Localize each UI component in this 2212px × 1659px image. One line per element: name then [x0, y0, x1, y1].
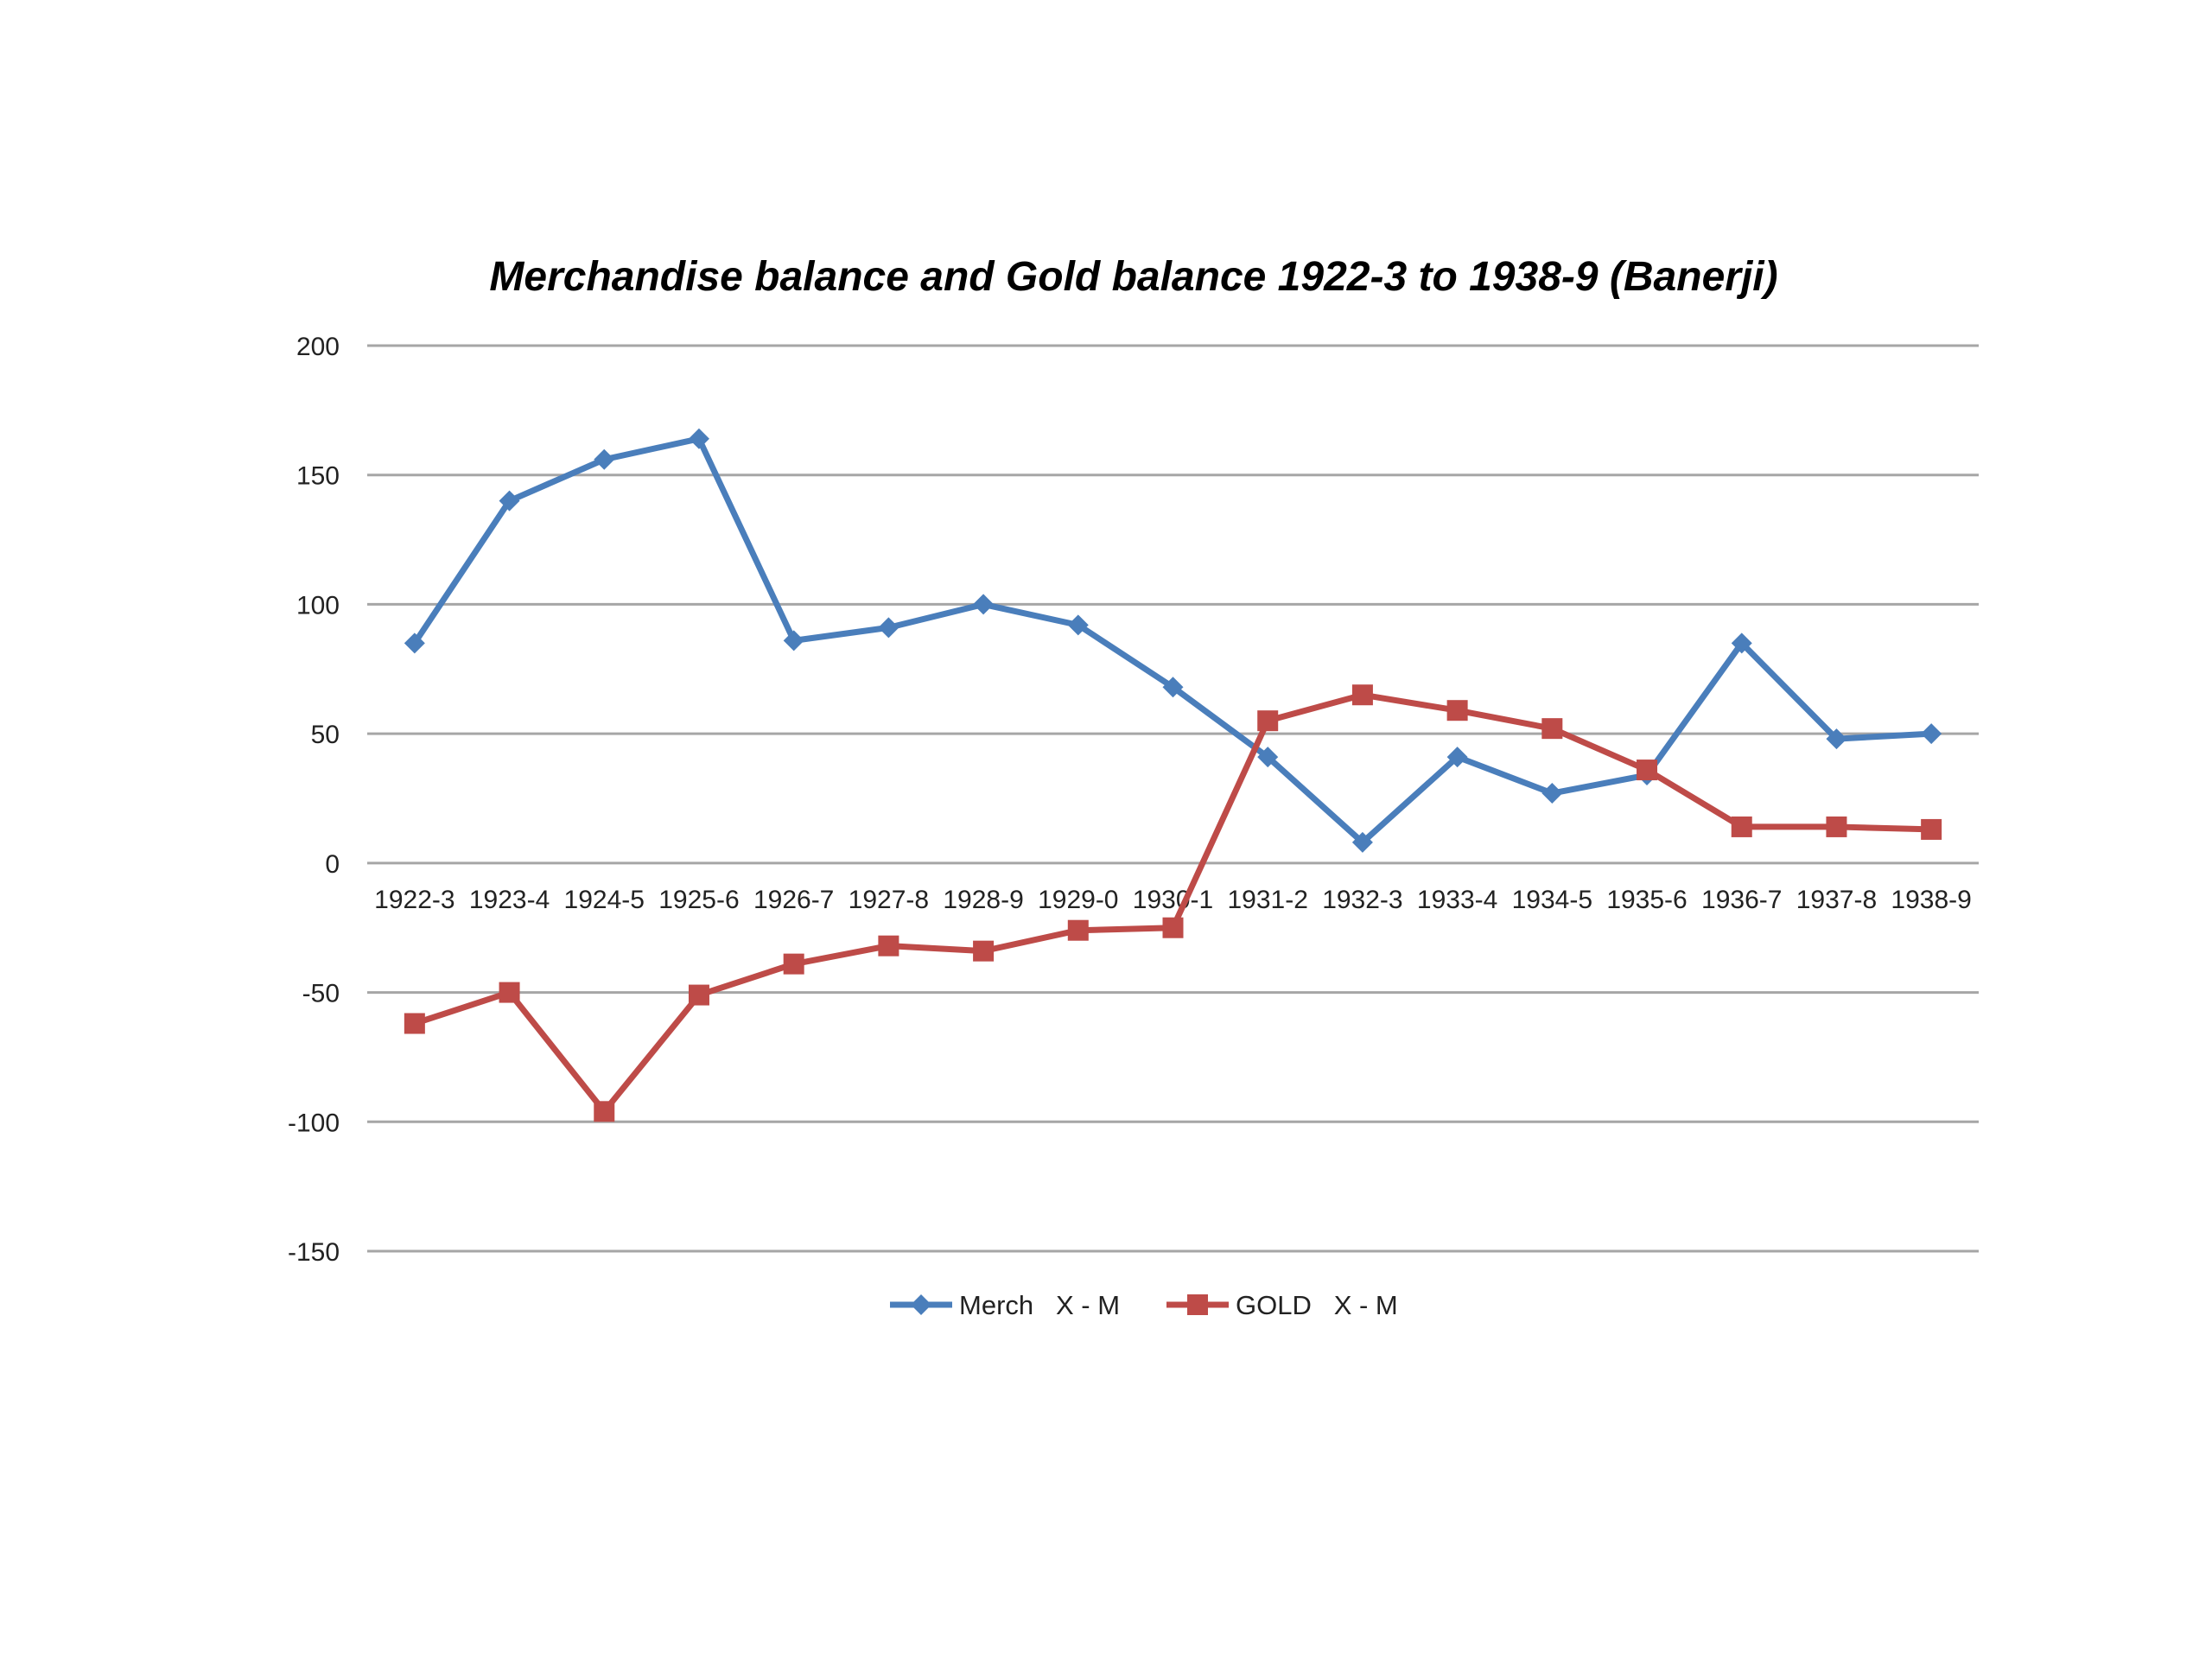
- y-tick-label: -100: [288, 1109, 340, 1137]
- x-tick-label: 1929-0: [1038, 886, 1118, 914]
- x-tick-label: 1936-7: [1701, 886, 1782, 914]
- data-point-diamond: [1162, 677, 1184, 698]
- data-point-square: [499, 982, 520, 1003]
- data-point-square: [594, 1101, 615, 1122]
- legend-item: GOLD X - M: [1166, 1290, 1398, 1320]
- data-point-square: [1637, 760, 1658, 781]
- x-tick-label: 1927-8: [849, 886, 929, 914]
- data-point-square: [783, 953, 804, 975]
- data-point-square: [688, 984, 709, 1006]
- gridlines: [367, 344, 1979, 1253]
- x-tick-label: 1925-6: [658, 886, 739, 914]
- legend: Merch X - M GOLD X - M: [890, 1290, 1398, 1320]
- y-tick-label: 150: [296, 462, 340, 491]
- x-tick-label: 1922-3: [374, 886, 454, 914]
- x-tick-label: 1934-5: [1512, 886, 1592, 914]
- data-point-square: [1446, 700, 1468, 721]
- data-point-square: [1351, 684, 1373, 706]
- x-tick-label: 1931-2: [1227, 886, 1307, 914]
- data-point-diamond: [1067, 614, 1089, 636]
- data-point-diamond: [1731, 632, 1752, 654]
- x-tick-label: 1933-4: [1417, 886, 1497, 914]
- x-tick-label: 1938-9: [1891, 886, 1971, 914]
- x-tick-label: 1928-9: [943, 886, 1023, 914]
- y-tick-label: 100: [296, 591, 340, 620]
- x-tick-label: 1930-1: [1133, 886, 1213, 914]
- data-point-square: [1067, 919, 1089, 941]
- series-gold: [404, 684, 1942, 1122]
- legend-marker-square: [1187, 1294, 1208, 1315]
- x-tick-label: 1932-3: [1322, 886, 1402, 914]
- data-point-diamond: [878, 617, 899, 639]
- series-group: [404, 428, 1942, 1122]
- y-axis-tick-labels: 200 150 100 50 0 -50 -100 -150: [288, 333, 340, 1267]
- legend-marker-diamond: [911, 1294, 931, 1315]
- chart-title: Merchandise balance and Gold balance 192…: [489, 254, 1777, 300]
- data-point-diamond: [499, 490, 520, 512]
- data-point-diamond: [1541, 783, 1563, 804]
- data-point-diamond: [688, 428, 709, 449]
- data-point-square: [1162, 917, 1184, 938]
- data-point-diamond: [404, 632, 425, 654]
- data-point-square: [973, 940, 995, 962]
- data-point-diamond: [1826, 728, 1847, 750]
- x-axis-tick-labels: 1922-3 1923-4 1924-5 1925-6 1926-7 1927-8 1928…: [374, 886, 1972, 914]
- data-point-diamond: [594, 448, 615, 470]
- data-point-diamond: [1351, 831, 1373, 853]
- data-point-diamond: [1446, 747, 1468, 768]
- data-point-square: [1921, 818, 1942, 840]
- y-tick-label: -50: [302, 980, 340, 1008]
- legend-label: GOLD X - M: [1236, 1290, 1398, 1320]
- x-tick-label: 1937-8: [1796, 886, 1877, 914]
- data-point-square: [404, 1013, 425, 1034]
- x-tick-label: 1935-6: [1606, 886, 1687, 914]
- data-point-diamond: [973, 594, 995, 615]
- y-tick-label: 50: [311, 721, 340, 749]
- data-point-diamond: [1257, 747, 1279, 768]
- legend-label: Merch X - M: [959, 1290, 1120, 1320]
- y-tick-label: -150: [288, 1238, 340, 1267]
- y-tick-label: 200: [296, 333, 340, 361]
- y-tick-label: 0: [325, 850, 340, 879]
- x-tick-label: 1926-7: [753, 886, 834, 914]
- data-point-diamond: [783, 630, 804, 652]
- series-merch: [404, 428, 1942, 853]
- series-line: [411, 435, 1932, 846]
- legend-item: Merch X - M: [890, 1290, 1120, 1320]
- data-point-square: [1257, 710, 1279, 732]
- data-point-square: [1541, 718, 1563, 740]
- data-point-square: [1731, 816, 1752, 837]
- x-tick-label: 1924-5: [564, 886, 645, 914]
- data-point-square: [878, 935, 899, 957]
- data-point-square: [1826, 816, 1847, 837]
- x-tick-label: 1923-4: [469, 886, 550, 914]
- data-point-diamond: [1921, 723, 1942, 745]
